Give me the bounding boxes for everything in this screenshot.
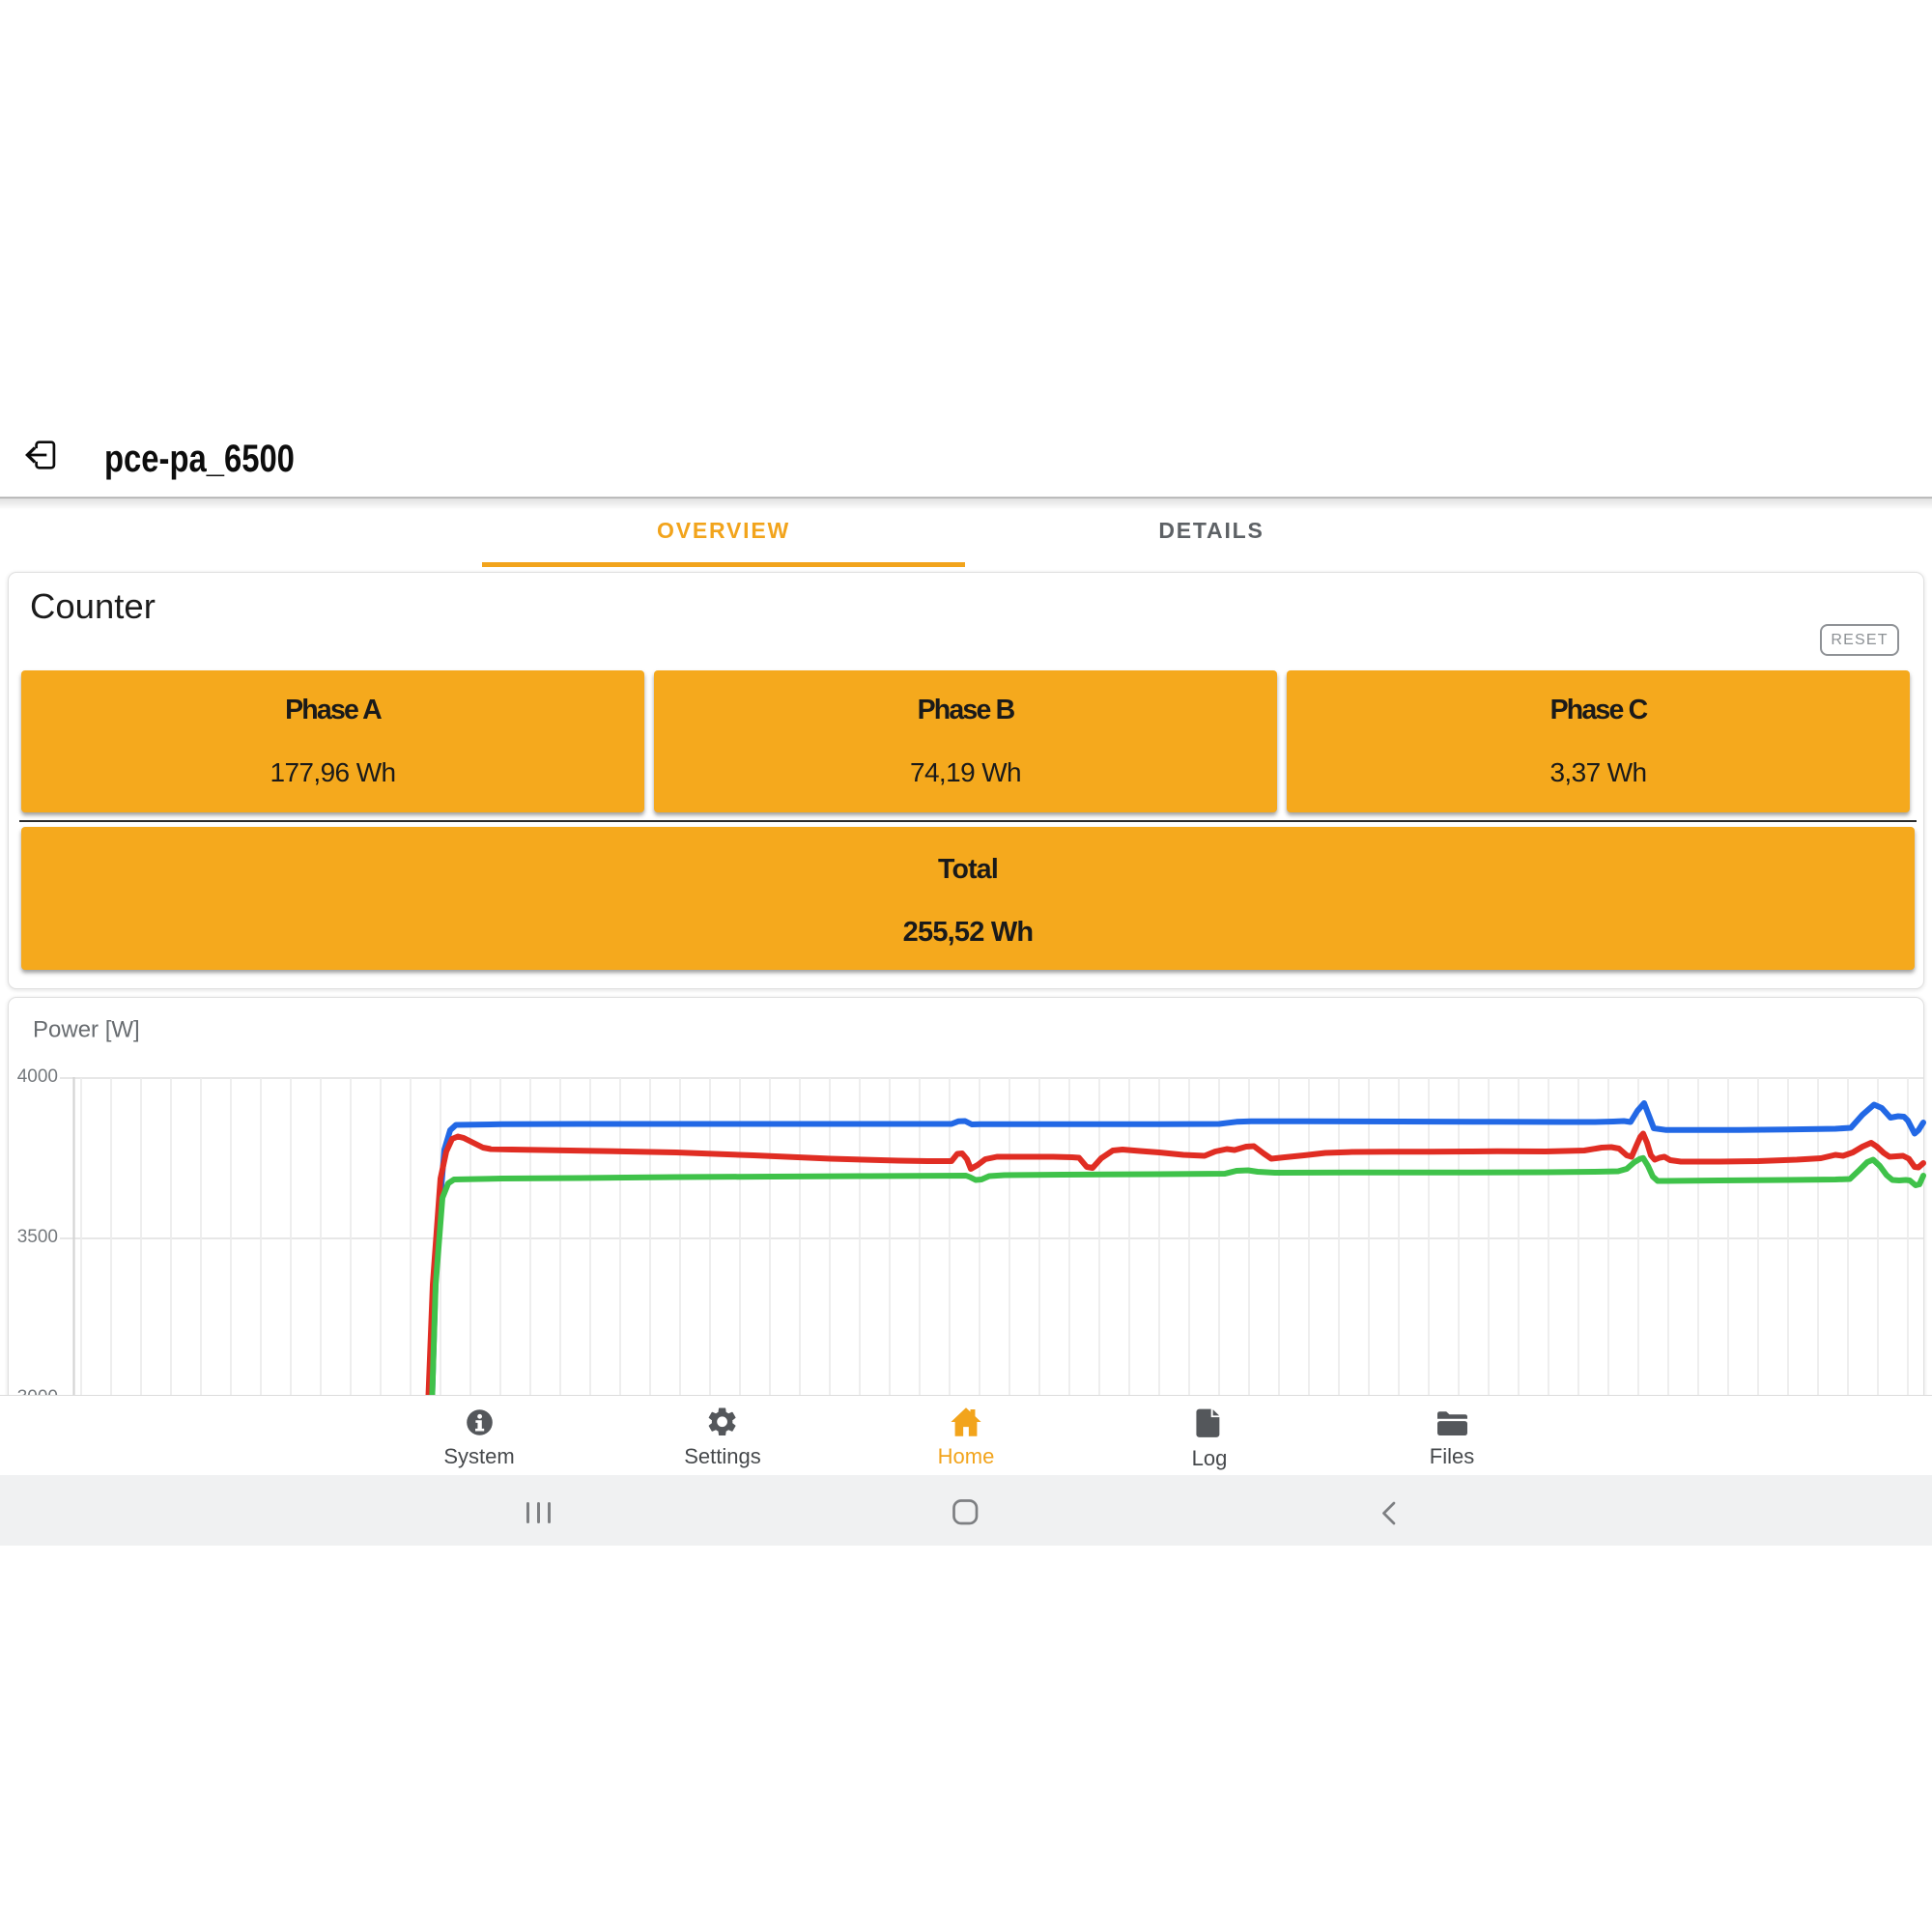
svg-text:4000: 4000 [17, 1066, 58, 1087]
svg-text:Power [W]: Power [W] [33, 1017, 140, 1043]
svg-text:3000: 3000 [17, 1387, 58, 1395]
svg-text:3500: 3500 [17, 1227, 58, 1247]
